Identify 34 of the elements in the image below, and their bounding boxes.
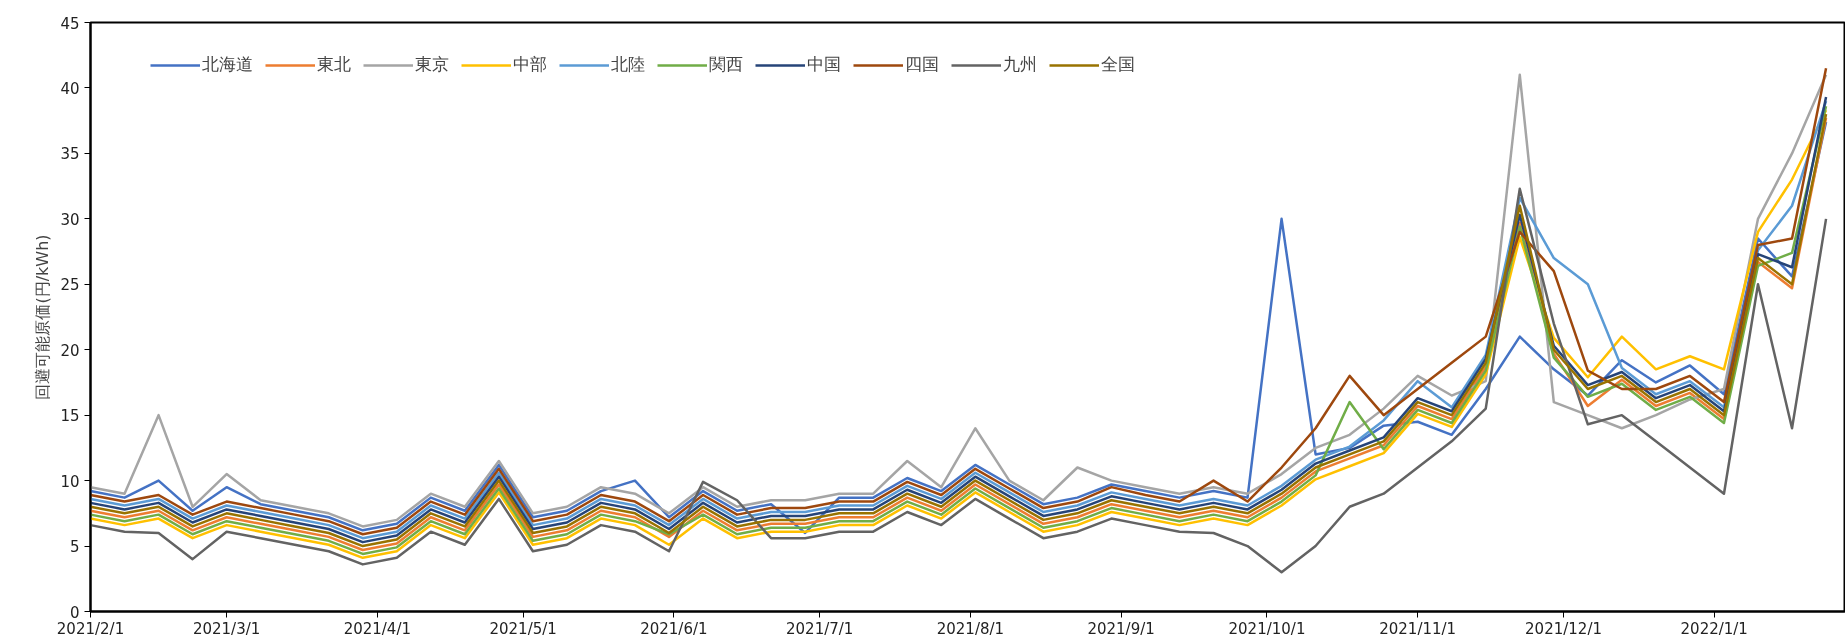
legend-label: 北陸 [611, 53, 645, 76]
x-tick-label: 2021/4/1 [343, 619, 412, 638]
y-tick-label: 20 [60, 341, 80, 360]
y-tick-label: 0 [69, 603, 80, 622]
x-tick-label: 2021/6/1 [640, 619, 708, 638]
legend-label: 東京 [415, 53, 449, 76]
y-tick-label: 15 [60, 407, 80, 426]
legend-label: 中国 [807, 53, 841, 76]
x-tick-label: 2021/7/1 [786, 619, 854, 638]
x-tick-label: 2021/5/1 [489, 619, 557, 638]
y-tick-label: 45 [60, 14, 80, 33]
legend-label: 北海道 [202, 53, 253, 76]
y-tick-label: 10 [60, 472, 80, 491]
line-series [90, 187, 1828, 574]
legend-label: 四国 [905, 53, 939, 76]
legend-label: 東北 [317, 53, 351, 76]
legend-label: 全国 [1101, 53, 1135, 76]
legend-label: 中部 [513, 53, 547, 76]
x-tick-label: 2021/10/1 [1228, 619, 1306, 638]
y-tick-label: 35 [60, 145, 80, 164]
x-tick-label: 2021/2/1 [56, 619, 125, 638]
x-tick-label: 2021/3/1 [192, 619, 261, 638]
x-tick-label: 2022/1/1 [1680, 619, 1748, 638]
x-tick-label: 2021/12/1 [1525, 619, 1602, 638]
legend-label: 九州 [1003, 53, 1037, 76]
y-axis-title: 回避可能原価(円/kWh) [33, 234, 53, 400]
y-tick-label: 30 [60, 210, 80, 229]
x-tick-label: 2021/8/1 [936, 619, 1005, 638]
x-tick-label: 2021/11/1 [1379, 619, 1457, 638]
legend-label: 関西 [709, 53, 743, 76]
y-tick-label: 40 [60, 79, 80, 98]
y-tick-label: 5 [69, 538, 80, 557]
y-tick-label: 25 [60, 276, 80, 295]
x-tick-label: 2021/9/1 [1087, 619, 1155, 638]
